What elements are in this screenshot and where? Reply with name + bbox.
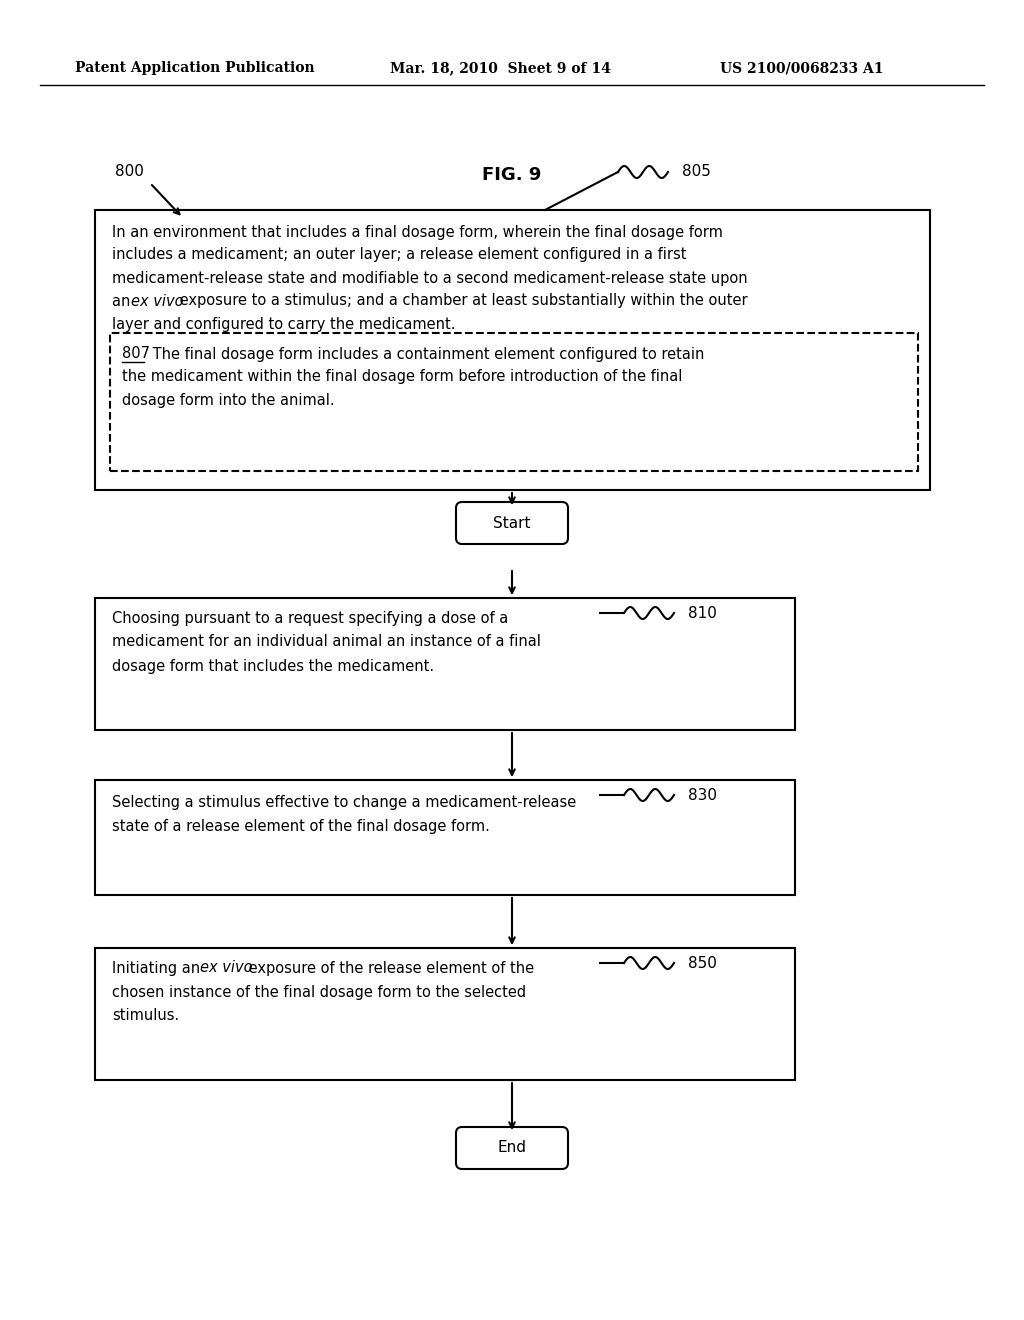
- Text: FIG. 9: FIG. 9: [482, 166, 542, 183]
- Text: layer and configured to carry the medicament.: layer and configured to carry the medica…: [112, 317, 456, 331]
- Text: In an environment that includes a final dosage form, wherein the final dosage fo: In an environment that includes a final …: [112, 224, 723, 239]
- Text: includes a medicament; an outer layer; a release element configured in a first: includes a medicament; an outer layer; a…: [112, 248, 686, 263]
- Text: medicament for an individual animal an instance of a final: medicament for an individual animal an i…: [112, 635, 541, 649]
- Text: Mar. 18, 2010  Sheet 9 of 14: Mar. 18, 2010 Sheet 9 of 14: [390, 61, 611, 75]
- Text: stimulus.: stimulus.: [112, 1008, 179, 1023]
- FancyBboxPatch shape: [110, 333, 918, 471]
- Text: US 2100/0068233 A1: US 2100/0068233 A1: [720, 61, 884, 75]
- FancyBboxPatch shape: [95, 780, 795, 895]
- Text: Patent Application Publication: Patent Application Publication: [75, 61, 314, 75]
- Text: Choosing pursuant to a request specifying a dose of a: Choosing pursuant to a request specifyin…: [112, 610, 508, 626]
- Text: The final dosage form includes a containment element configured to retain: The final dosage form includes a contain…: [148, 346, 705, 362]
- FancyBboxPatch shape: [95, 210, 930, 490]
- Text: ex vivo: ex vivo: [201, 961, 253, 975]
- Text: Start: Start: [494, 516, 530, 531]
- FancyBboxPatch shape: [95, 948, 795, 1080]
- Text: 850: 850: [688, 956, 717, 970]
- Text: Initiating an: Initiating an: [112, 961, 205, 975]
- Text: the medicament within the final dosage form before introduction of the final: the medicament within the final dosage f…: [122, 370, 682, 384]
- Text: Selecting a stimulus effective to change a medicament-release: Selecting a stimulus effective to change…: [112, 795, 577, 809]
- Text: chosen instance of the final dosage form to the selected: chosen instance of the final dosage form…: [112, 985, 526, 999]
- Text: medicament-release state and modifiable to a second medicament-release state upo: medicament-release state and modifiable …: [112, 271, 748, 285]
- Text: End: End: [498, 1140, 526, 1155]
- Text: exposure of the release element of the: exposure of the release element of the: [245, 961, 535, 975]
- Text: an: an: [112, 293, 135, 309]
- Text: dosage form into the animal.: dosage form into the animal.: [122, 392, 335, 408]
- FancyBboxPatch shape: [95, 598, 795, 730]
- Text: state of a release element of the final dosage form.: state of a release element of the final …: [112, 818, 489, 833]
- Text: 807: 807: [122, 346, 150, 362]
- Text: 810: 810: [688, 606, 717, 620]
- Text: 805: 805: [682, 165, 711, 180]
- Text: 830: 830: [688, 788, 717, 803]
- Text: 800: 800: [115, 165, 144, 180]
- FancyBboxPatch shape: [456, 502, 568, 544]
- Text: exposure to a stimulus; and a chamber at least substantially within the outer: exposure to a stimulus; and a chamber at…: [175, 293, 748, 309]
- FancyBboxPatch shape: [456, 1127, 568, 1170]
- Text: dosage form that includes the medicament.: dosage form that includes the medicament…: [112, 659, 434, 673]
- Text: ex vivo: ex vivo: [131, 293, 183, 309]
